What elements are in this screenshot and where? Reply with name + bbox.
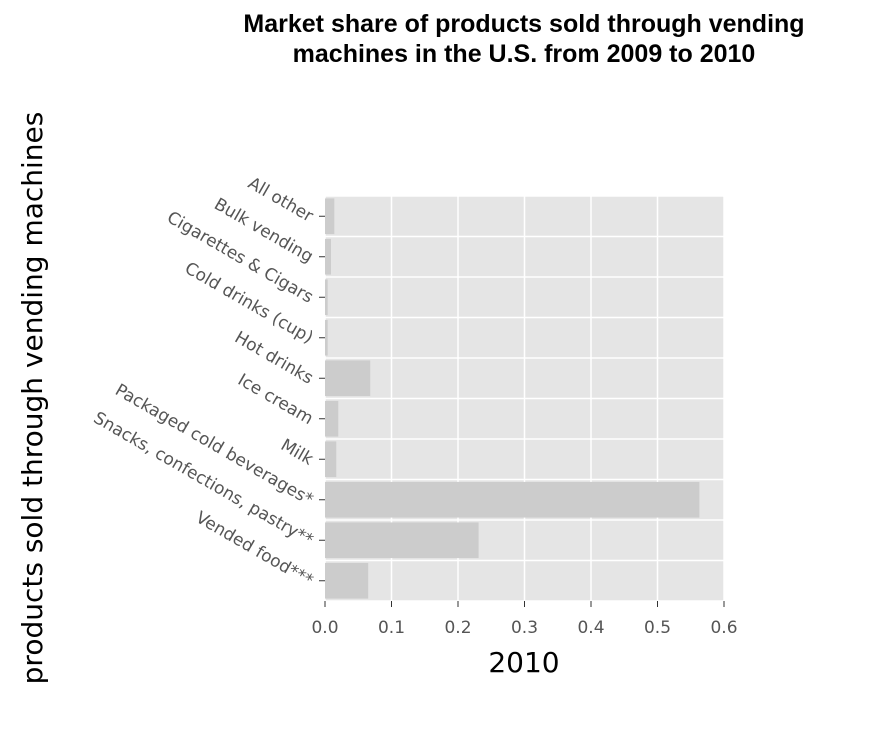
x-tick-label: 0.0 (311, 618, 338, 638)
bar (325, 279, 328, 316)
category-label: Milk (277, 435, 317, 469)
x-axis-title: 2010 (488, 646, 559, 679)
y-axis-title: products sold through vending machines (16, 112, 49, 685)
bar (325, 481, 700, 518)
bar (325, 522, 479, 559)
x-tick-label: 0.1 (378, 618, 405, 638)
x-tick-label: 0.2 (444, 618, 471, 638)
x-tick-label: 0.5 (644, 618, 671, 638)
bar (325, 441, 337, 478)
bar (325, 562, 369, 599)
bar (325, 238, 331, 275)
chart-title-line-1: Market share of products sold through ve… (243, 10, 804, 38)
bar (325, 198, 335, 235)
bar (325, 360, 371, 397)
x-tick-label: 0.3 (511, 618, 538, 638)
bar (325, 319, 328, 356)
chart-title-line-2: machines in the U.S. from 2009 to 2010 (293, 40, 756, 68)
bar (325, 400, 339, 437)
x-tick-label: 0.4 (577, 618, 604, 638)
x-tick-label: 0.6 (710, 618, 737, 638)
